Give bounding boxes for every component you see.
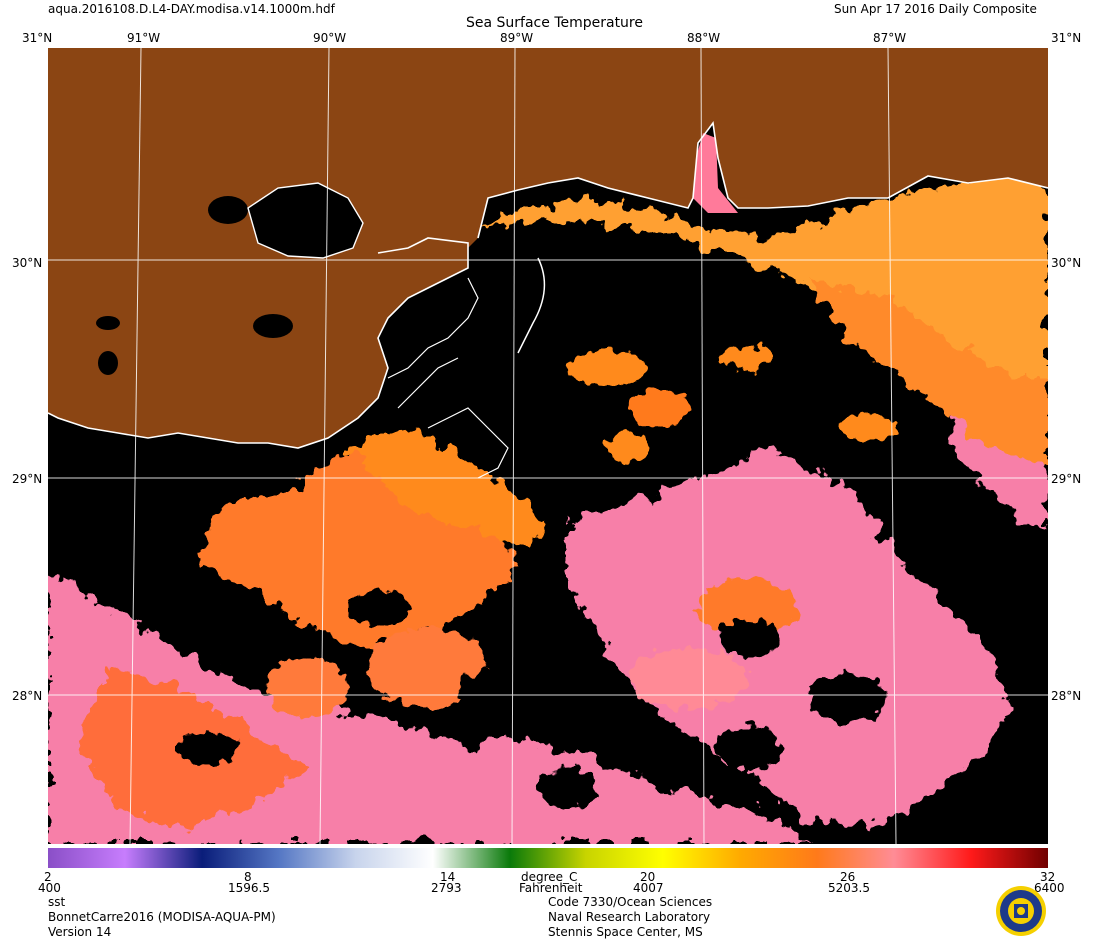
lat-label-28n-right: 28°N [1051, 689, 1082, 703]
colorbar-tick-c-2: 2 [44, 870, 52, 884]
lat-label-29n-left: 29°N [12, 472, 43, 486]
lon-label-91w: 91°W [127, 31, 161, 45]
lake-pontchartrain [248, 183, 363, 258]
lat-label-29n-right: 29°N [1051, 472, 1082, 486]
land-mass [48, 48, 1048, 448]
footer-right-line-2: Naval Research Laboratory [548, 910, 711, 924]
footer-right-line-3: Stennis Space Center, MS [548, 925, 703, 939]
mobile-bay [693, 133, 738, 213]
graticule [48, 48, 1048, 844]
colorbar-tick-f-2: 2793 [431, 881, 462, 895]
lon-label-88w: 88°W [687, 31, 721, 45]
map-title: Sea Surface Temperature [466, 15, 643, 31]
colorbar-tick-c-8: 8 [244, 870, 252, 884]
colorbar-tick-f-1: 1596.5 [228, 881, 270, 895]
lake-small-1 [96, 316, 120, 330]
colorbar-tick-f-5: 6400 [1034, 881, 1065, 895]
lon-label-87w: 87°W [873, 31, 907, 45]
colorbar [48, 848, 1048, 868]
lake-small-2 [98, 351, 118, 375]
corner-lat-top-right: 31°N [1051, 31, 1082, 45]
lon-label-89w: 89°W [500, 31, 534, 45]
colorbar-tick-f-4: 5203.5 [828, 881, 870, 895]
coastline-lake [247, 182, 364, 259]
filename-label: aqua.2016108.D.L4-DAY.modisa.v14.1000m.h… [48, 2, 335, 16]
colorbar-tick-f-3: 4007 [633, 881, 664, 895]
corner-lat-top-left: 31°N [22, 31, 53, 45]
footer-left-line-1: sst [48, 895, 66, 909]
chandeleur-islands [517, 257, 546, 354]
nrl-seal-logo [996, 886, 1046, 936]
colorbar-tick-c-14: 14 [440, 870, 456, 884]
lake-salvador [253, 314, 293, 338]
sst-map [48, 48, 1048, 844]
date-label: Sun Apr 17 2016 Daily Composite [834, 2, 1037, 16]
lat-label-30n-left: 30°N [12, 256, 43, 270]
lake-maurepas [208, 196, 248, 224]
footer-left-line-3: Version 14 [48, 925, 112, 939]
no-data-patches [178, 590, 888, 808]
colorbar-tick-f-0: 400 [38, 881, 61, 895]
colorbar-tick-c-32: 32 [1040, 870, 1056, 884]
colorbar-unit-f: Fahrenheit [519, 881, 583, 895]
lat-label-30n-right: 30°N [1051, 256, 1082, 270]
delta-marsh [387, 277, 509, 479]
colorbar-tick-c-26: 26 [840, 870, 856, 884]
footer-right-line-1: Code 7330/Ocean Sciences [548, 895, 713, 909]
colorbar-tick-c-20: 20 [640, 870, 656, 884]
lat-label-28n-left: 28°N [12, 689, 43, 703]
footer-left-line-2: BonnetCarre2016 (MODISA-AQUA-PM) [48, 910, 276, 924]
sst-map-canvas [48, 48, 1048, 844]
lon-label-90w: 90°W [313, 31, 347, 45]
colorbar-unit-c: degree_C [521, 870, 578, 884]
